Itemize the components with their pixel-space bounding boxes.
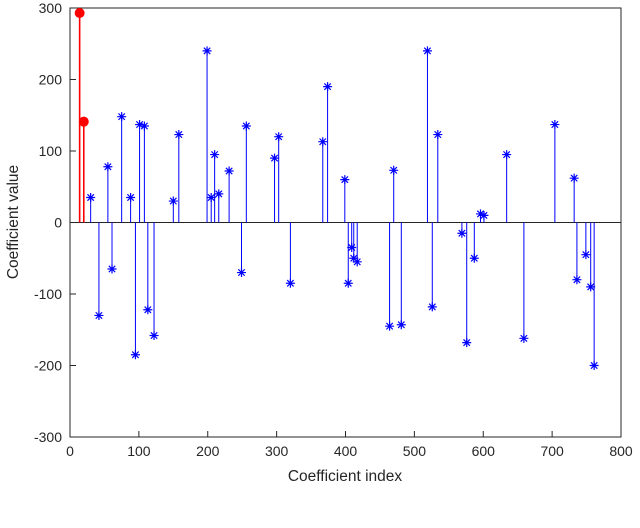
- x-tick-label: 800: [609, 443, 633, 459]
- x-tick-label: 400: [334, 443, 358, 459]
- coefficients-marker: [323, 82, 333, 92]
- coefficients-marker: [475, 209, 485, 219]
- y-tick-label: 300: [39, 0, 63, 16]
- coefficients-marker: [107, 264, 117, 274]
- y-tick-label: 0: [54, 215, 62, 231]
- coefficients-marker: [479, 210, 489, 220]
- coefficients-marker: [236, 268, 246, 278]
- coefficients-marker: [103, 162, 113, 172]
- coefficients-marker: [340, 175, 350, 185]
- x-tick-label: 500: [403, 443, 427, 459]
- coefficients-marker: [86, 192, 96, 202]
- coefficients-marker: [572, 275, 582, 285]
- x-tick-label: 600: [472, 443, 496, 459]
- x-tick-label: 100: [127, 443, 151, 459]
- coefficients-marker: [241, 121, 251, 131]
- coefficients-marker: [550, 120, 560, 130]
- coefficients-marker: [347, 243, 357, 253]
- coefficients-marker: [581, 250, 591, 260]
- coefficients-marker: [214, 189, 224, 199]
- coefficients-marker: [206, 192, 216, 202]
- y-tick-label: -100: [34, 286, 62, 302]
- coefficients-marker: [396, 320, 406, 330]
- x-tick-label: 300: [265, 443, 289, 459]
- coefficients-marker: [143, 305, 153, 315]
- coefficients-marker: [349, 253, 359, 263]
- x-tick-label: 0: [66, 443, 74, 459]
- coefficients-marker: [569, 173, 579, 183]
- coefficients-marker: [343, 278, 353, 288]
- coefficients-marker: [174, 130, 184, 140]
- coefficients-marker: [318, 137, 328, 147]
- coefficients-marker: [352, 257, 362, 267]
- coefficients-marker: [462, 338, 472, 348]
- x-tick-label: 200: [196, 443, 220, 459]
- coefficients-marker: [589, 361, 599, 370]
- coefficients-marker: [389, 165, 399, 175]
- coefficients-marker: [94, 310, 104, 320]
- coefficients-marker: [469, 253, 479, 263]
- coefficients-marker: [135, 120, 145, 130]
- coefficients-marker: [168, 196, 178, 206]
- coefficients-marker: [210, 150, 220, 160]
- y-tick-label: -300: [34, 429, 62, 445]
- coefficients-marker: [139, 121, 149, 131]
- y-axis-label: Coefficient value: [5, 165, 22, 279]
- x-axis-label: Coefficient index: [288, 468, 403, 485]
- x-tick-label: 700: [540, 443, 564, 459]
- coefficients-marker: [457, 228, 467, 238]
- coefficients-marker: [126, 192, 136, 202]
- coefficients-marker: [202, 46, 212, 56]
- coefficients-marker: [519, 333, 529, 343]
- y-tick-label: 100: [39, 143, 63, 159]
- coefficients-marker: [224, 166, 234, 176]
- y-tick-label: 200: [39, 72, 63, 88]
- coefficients-marker: [427, 302, 437, 312]
- selected-coefficients-marker: [78, 116, 89, 127]
- coefficients-marker: [422, 46, 432, 56]
- coefficients-marker: [274, 132, 284, 142]
- coefficients-marker: [117, 112, 127, 122]
- selected-coefficients-marker: [74, 8, 85, 19]
- y-tick-label: -200: [34, 358, 62, 374]
- coefficients-marker: [385, 321, 395, 331]
- plot-layer: 0 100 200 300 400 500 600 700 800 -300 -200 -100 0 10…: [34, 0, 633, 459]
- coefficients-marker: [285, 278, 295, 288]
- coefficients-marker: [149, 330, 159, 340]
- coefficients-marker: [270, 153, 280, 163]
- coefficients-marker: [130, 350, 140, 360]
- coefficients-marker: [586, 282, 596, 292]
- coefficients-marker: [502, 150, 512, 160]
- coefficients-marker: [433, 130, 443, 140]
